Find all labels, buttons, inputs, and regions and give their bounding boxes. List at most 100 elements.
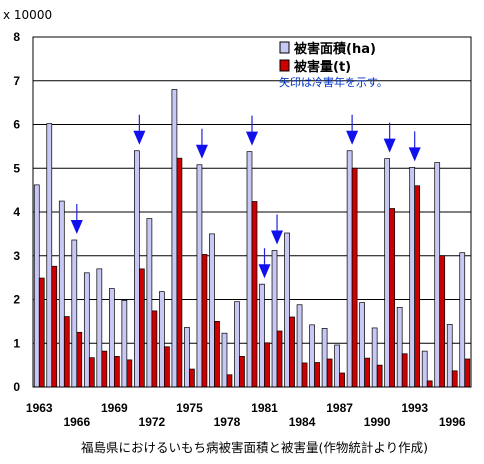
legend-swatch-damage	[279, 59, 290, 72]
bar-damage	[51, 265, 58, 388]
bar-area	[296, 304, 303, 388]
bar-area	[58, 200, 65, 388]
bar-damage	[364, 357, 370, 388]
bar-damage	[376, 364, 383, 388]
bar-area	[146, 218, 153, 388]
x-tick-label: 1981	[251, 401, 278, 415]
bar-damage	[464, 358, 471, 388]
bar-area	[83, 272, 90, 388]
cold-summer-arrow	[346, 114, 359, 145]
x-tick-label: 1969	[101, 401, 128, 415]
bar-area	[384, 158, 391, 388]
cold-summer-arrows	[70, 114, 421, 279]
cold-summer-arrow	[133, 114, 146, 145]
x-tick-label: 1975	[176, 401, 203, 415]
bar-area	[184, 327, 190, 388]
bar-area	[459, 252, 466, 388]
bar-area	[234, 301, 240, 388]
bar-damage	[289, 316, 295, 388]
x-tick-label: 1987	[326, 401, 353, 415]
bar-area	[108, 288, 115, 388]
bar-series	[33, 89, 471, 388]
bar-damage	[189, 368, 195, 388]
bar-damage	[251, 201, 258, 388]
y-tick-labels: 0 1 2 3 4 5 6 7 8	[13, 30, 20, 394]
legend-swatch-area	[279, 41, 290, 54]
bar-area	[434, 162, 441, 388]
bar-damage	[339, 372, 345, 388]
x-tick-label: 1990	[364, 415, 391, 429]
legend-label-area: 被害面積(ha)	[293, 41, 376, 57]
bar-area	[446, 324, 453, 388]
bar-damage	[201, 254, 208, 388]
y-tick-label: 0	[13, 380, 20, 394]
x-tick-label: 1966	[63, 415, 90, 429]
bar-area	[121, 300, 128, 388]
bar-damage	[301, 362, 308, 388]
bar-damage	[414, 185, 421, 388]
cold-summer-arrow	[271, 214, 284, 245]
cold-summer-arrow	[258, 248, 271, 279]
bar-damage	[326, 358, 333, 388]
bar-damage	[439, 255, 446, 388]
bar-damage	[76, 331, 83, 388]
y-tick-label: 5	[13, 161, 20, 175]
bar-area	[159, 291, 165, 388]
bar-area	[171, 89, 178, 388]
figure-caption: 福島県におけるいもち病被害面積と被害量(作物統計より作成)	[81, 440, 428, 455]
y-tick-label: 1	[13, 336, 20, 350]
bar-damage	[88, 357, 95, 388]
y-tick-label: 3	[13, 249, 20, 263]
unit-label: x 10000	[3, 8, 52, 22]
plot-area-border	[32, 36, 472, 388]
bar-damage	[276, 330, 283, 388]
bar-area	[46, 123, 53, 388]
bar-area	[221, 332, 228, 388]
bar-area	[271, 250, 278, 388]
arrow-annotation: 矢印は冷害年を示す。	[279, 75, 388, 89]
x-tick-label: 1978	[214, 415, 241, 429]
legend-label-damage: 被害量(t)	[293, 59, 351, 75]
bar-damage	[451, 370, 458, 388]
bar-area	[334, 344, 340, 388]
bar-damage	[226, 374, 233, 388]
bar-damage	[239, 356, 245, 388]
bar-area	[309, 324, 315, 388]
y-tick-label: 8	[13, 30, 20, 44]
bar-damage	[351, 167, 358, 388]
bar-area	[284, 232, 290, 388]
x-tick-label: 1993	[401, 401, 428, 415]
bar-area	[421, 350, 428, 388]
bar-area	[96, 268, 103, 388]
bar-damage	[176, 157, 183, 388]
cold-summer-arrow	[195, 128, 208, 159]
bar-damage	[126, 359, 133, 388]
legend: 被害面積(ha) 被害量(t)	[279, 41, 376, 75]
bar-area	[33, 184, 40, 388]
bar-damage	[264, 342, 270, 388]
bar-area	[359, 302, 365, 388]
bar-area	[196, 164, 203, 388]
bar-damage	[314, 362, 320, 388]
bar-area	[396, 307, 403, 388]
bar-area	[71, 239, 78, 388]
x-tick-label: 1984	[289, 415, 316, 429]
cold-summer-arrow	[383, 122, 396, 153]
bar-area	[259, 283, 265, 388]
bar-area	[321, 328, 328, 388]
bar-area	[409, 167, 416, 388]
bar-area	[246, 151, 253, 388]
bar-damage	[139, 268, 145, 388]
bar-area	[371, 327, 378, 388]
y-tick-label: 4	[13, 205, 20, 219]
bar-area	[134, 150, 140, 388]
bar-damage	[401, 353, 408, 388]
x-tick-label: 1972	[139, 415, 166, 429]
cold-summer-arrow	[246, 115, 258, 146]
bar-damage	[101, 350, 108, 388]
y-tick-label: 6	[13, 118, 20, 132]
cold-summer-arrow	[70, 204, 83, 234]
x-tick-label: 1963	[26, 401, 53, 415]
bar-damage	[426, 380, 433, 388]
